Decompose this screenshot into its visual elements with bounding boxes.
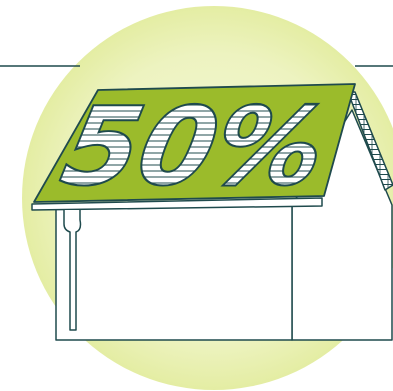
solar-panel-icon: 50% xyxy=(33,83,356,211)
downspout xyxy=(63,210,82,331)
house-front-wall xyxy=(55,204,293,341)
roof-percentage-text: 50% xyxy=(52,84,337,210)
gutter xyxy=(31,197,323,211)
roof-panel xyxy=(33,83,356,203)
